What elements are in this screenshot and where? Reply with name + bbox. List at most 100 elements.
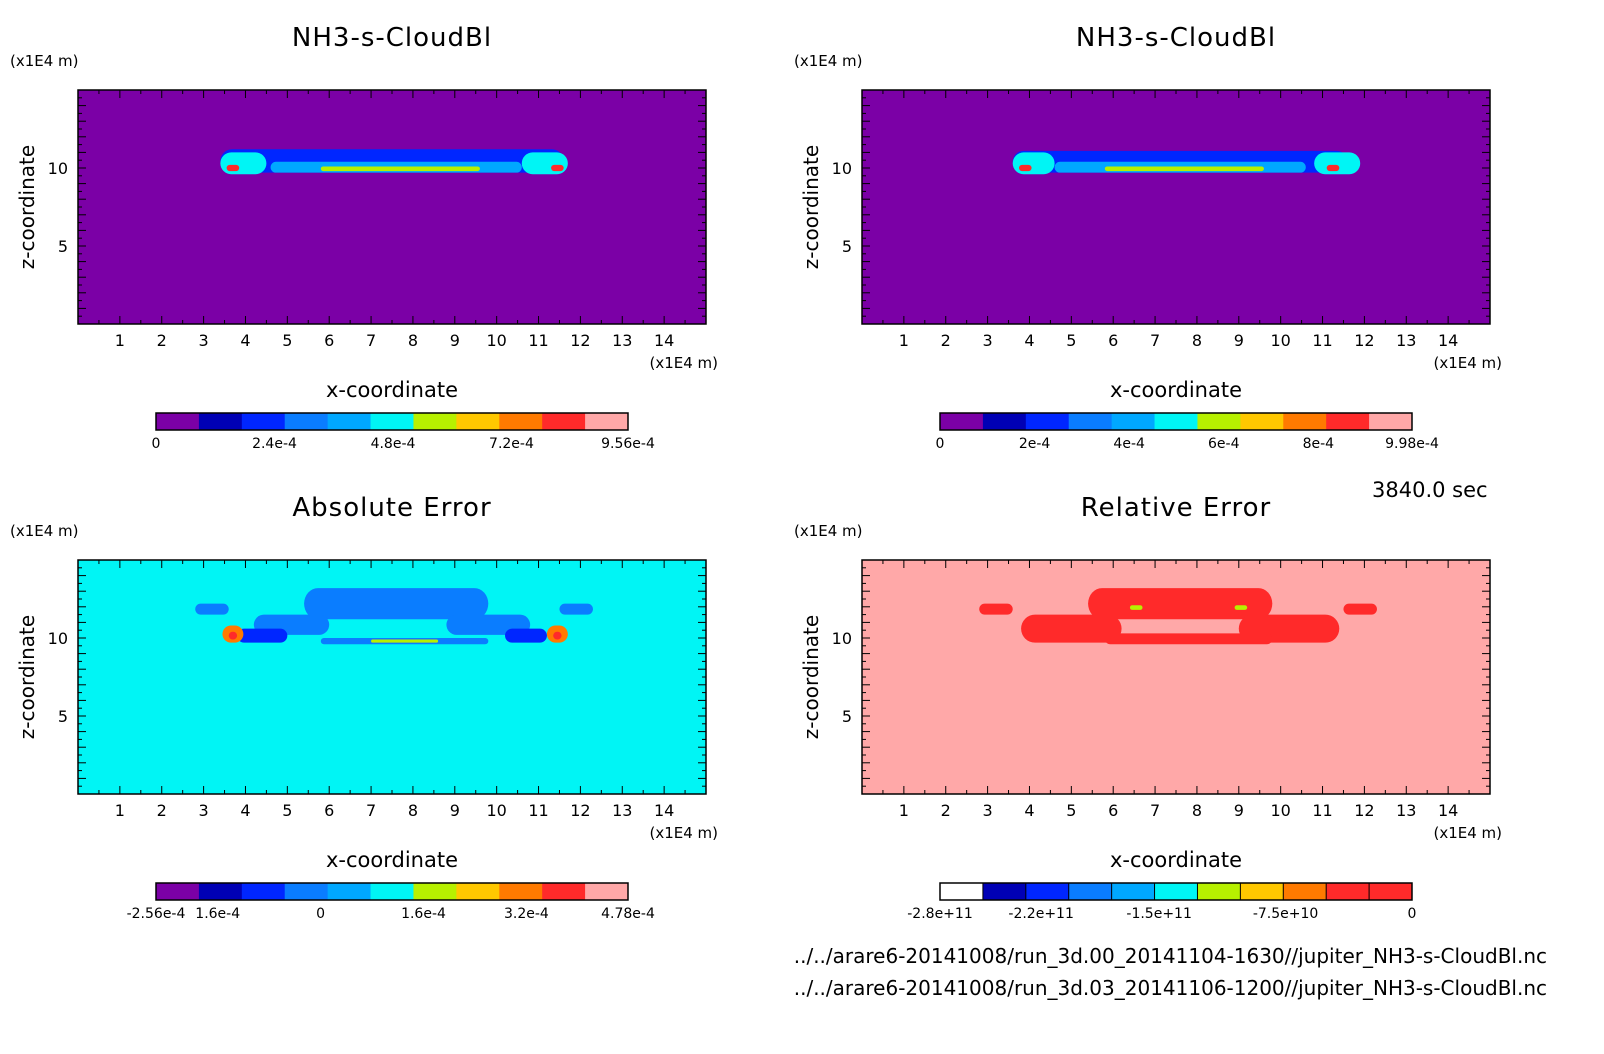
colorbar-swatch: [1111, 413, 1156, 430]
colorbar-swatch: [370, 413, 414, 430]
x-tick-label: 14: [654, 331, 674, 350]
colorbar-swatch: [585, 413, 629, 430]
x-tick-label: 11: [528, 801, 548, 820]
colorbar-swatch: [156, 883, 200, 900]
x-axis-title: x-coordinate: [326, 378, 458, 402]
colorbar-tick-label: 1.6e-4: [195, 906, 240, 922]
x-tick-label: 8: [408, 331, 418, 350]
colorbar-swatch: [1283, 413, 1327, 430]
colorbar-tick-label: 3.2e-4: [504, 906, 549, 922]
colorbar-swatch: [982, 413, 1027, 430]
x-axis: 1 2 3 4 5 6 7 8 9 10 11 12 13 14: [861, 560, 1491, 820]
colorbar-tick-label: 4e-4: [1113, 436, 1145, 452]
x-tick-label: 10: [486, 801, 506, 820]
contour-region-5: [1314, 152, 1361, 175]
colorbar-swatch: [1025, 413, 1070, 430]
contour-fill: [1012, 150, 1361, 175]
colorbar-swatch: [370, 883, 414, 900]
panel-4: Relative Error(x1E4 m)1 2 3 4 5 6 7 8 9 10 11 12 13 1…: [794, 493, 1502, 922]
x-tick-label: 8: [1192, 331, 1202, 350]
colorbar-swatch: [327, 413, 372, 430]
colorbar-tick-label: 6e-4: [1208, 436, 1240, 452]
x-tick-label: 7: [366, 331, 376, 350]
x-tick-label: 5: [1066, 331, 1076, 350]
colorbar-swatch: [940, 413, 984, 430]
y-unit-label: (x1E4 m): [794, 522, 863, 540]
colorbar-tick-label: 0: [316, 906, 325, 922]
colorbar: 0 2.4e-4 4.8e-4 7.2e-4 9.56e-4: [152, 412, 655, 452]
colorbar: 0 2e-4 4e-4 6e-4 8e-4 9.98e-4: [936, 412, 1439, 452]
x-tick-label: 4: [1024, 331, 1034, 350]
source-file-2: ../../arare6-20141008/run_3d.03_20141106…: [793, 976, 1547, 1000]
x-tick-label: 5: [282, 331, 292, 350]
contour-region-7: [551, 164, 564, 172]
x-tick-label: 13: [612, 801, 632, 820]
x-tick-label: 5: [1066, 801, 1076, 820]
x-tick-label: 8: [408, 801, 418, 820]
colorbar-swatch: [499, 413, 543, 430]
colorbar: -2.8e+11 -2.2e+11 -1.5e+11 -7.5e+10 0: [907, 882, 1416, 922]
colorbar-tick-label: -2.8e+11: [907, 906, 972, 922]
colorbar-swatch: [1068, 413, 1113, 430]
x-tick-label: 12: [570, 331, 590, 350]
colorbar-swatch: [284, 413, 329, 430]
x-tick-label: 7: [1150, 331, 1160, 350]
x-tick-label: 12: [1354, 331, 1374, 350]
panel-title: NH3-s-CloudBl: [1076, 23, 1276, 53]
colorbar-tick-label: 0: [152, 436, 161, 452]
x-tick-label: 3: [199, 331, 209, 350]
colorbar-swatch: [156, 413, 200, 430]
colorbar-tick-label: 4.8e-4: [371, 436, 416, 452]
x-unit-label: (x1E4 m): [649, 824, 718, 842]
x-tick-label: 1: [899, 801, 909, 820]
colorbar-swatch: [1369, 883, 1413, 900]
contour-fill: [979, 588, 1377, 645]
x-tick-label: 2: [157, 801, 167, 820]
colorbar-swatch: [1154, 883, 1198, 900]
x-tick-label: 9: [1234, 331, 1244, 350]
y-tick-label: 5: [58, 237, 68, 256]
colorbar-swatch: [198, 883, 243, 900]
x-tick-label: 2: [941, 331, 951, 350]
x-tick-label: 14: [654, 801, 674, 820]
plot-background: [862, 90, 1490, 324]
x-tick-label: 12: [570, 801, 590, 820]
y-unit-label: (x1E4 m): [10, 52, 79, 70]
x-unit-label: (x1E4 m): [1433, 354, 1502, 372]
panel-title: Relative Error: [1081, 493, 1272, 523]
colorbar-swatch: [1197, 883, 1241, 900]
contour-region-6: [226, 164, 240, 172]
y-unit-label: (x1E4 m): [794, 52, 863, 70]
colorbar-swatch: [940, 883, 984, 900]
contour-region-7: [1326, 164, 1340, 172]
contour-region-3: [304, 588, 489, 620]
colorbar-tick-label: 4.78e-4: [601, 906, 655, 922]
x-axis-title: x-coordinate: [326, 848, 458, 872]
colorbar-tick-label: -7.5e+10: [1253, 906, 1318, 922]
x-tick-label: 4: [240, 331, 250, 350]
x-tick-label: 2: [941, 801, 951, 820]
x-tick-label: 7: [366, 801, 376, 820]
panel-2: NH3-s-CloudBl(x1E4 m)1 2 3 4 5 6 7 8 9 10 11 12 13 14…: [794, 23, 1502, 452]
x-tick-label: 6: [324, 331, 334, 350]
x-tick-label: 10: [1270, 331, 1290, 350]
x-unit-label: (x1E4 m): [649, 354, 718, 372]
contour-region-1: [979, 603, 1013, 615]
y-axis: 5 10: [832, 89, 1490, 325]
x-tick-label: 11: [1312, 801, 1332, 820]
colorbar-tick-label: 8e-4: [1303, 436, 1335, 452]
x-tick-label: 10: [486, 331, 506, 350]
colorbar-swatch: [1240, 413, 1284, 430]
panel-1: NH3-s-CloudBl(x1E4 m)1 2 3 4 5 6 7 8 9 10 11 12 13 14…: [10, 23, 718, 452]
y-axis: 5 10: [48, 89, 706, 325]
colorbar-swatch: [413, 883, 457, 900]
colorbar-swatch: [585, 883, 629, 900]
x-tick-label: 8: [1192, 801, 1202, 820]
colorbar-swatch: [542, 883, 586, 900]
colorbar-tick-label: -2.2e+11: [1008, 906, 1073, 922]
contour-fill: [195, 588, 593, 645]
contour-region-6: [1019, 164, 1032, 172]
panel-title: NH3-s-CloudBl: [292, 23, 492, 53]
contour-region-13: [553, 631, 562, 640]
x-axis: 1 2 3 4 5 6 7 8 9 10 11 12 13 14: [77, 90, 707, 350]
